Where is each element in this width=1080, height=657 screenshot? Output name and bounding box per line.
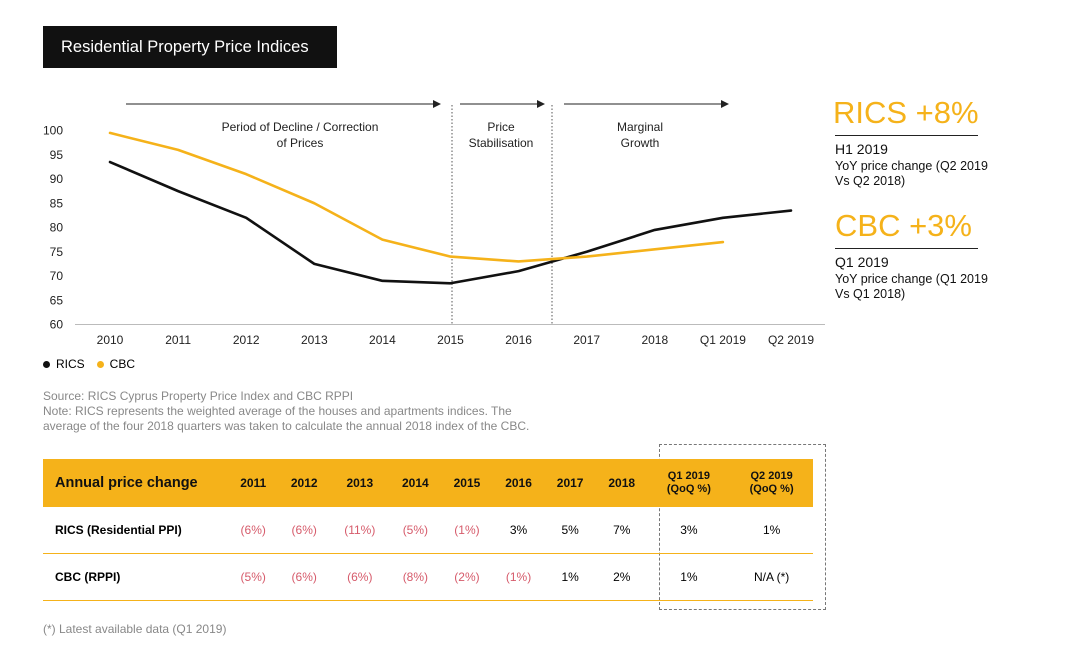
footnote: (*) Latest available data (Q1 2019) (43, 622, 227, 636)
table-cell: (5%) (228, 553, 279, 601)
table-cell: (6%) (278, 507, 331, 554)
y-tick-label: 75 (50, 245, 64, 259)
col-header: 2017 (556, 476, 584, 490)
arrow-head-icon (537, 100, 545, 108)
col-header: 2011 (240, 476, 267, 490)
x-tick-label: 2010 (97, 333, 124, 347)
rics-headline: RICS +8% (833, 95, 979, 130)
col-header-q1: Q1 2019 (QoQ %) (648, 459, 731, 507)
x-tick-label: 2014 (369, 333, 396, 347)
rics-description: YoY price change (Q2 2019 Vs Q2 2018) (835, 159, 988, 188)
cbc-headline: CBC +3% (835, 208, 972, 243)
period-label-line1: Price (487, 120, 515, 134)
y-tick-label: 70 (50, 269, 64, 283)
col-header: 2013 (346, 476, 374, 490)
chart-legend: RICS CBC (43, 357, 141, 371)
x-tick-label: 2011 (165, 333, 191, 347)
y-tick-label: 95 (50, 148, 64, 162)
q2-header-line2: (QoQ %) (749, 483, 794, 495)
legend-label-rics: RICS (56, 357, 85, 371)
table-cell: N/A (*) (730, 553, 813, 601)
cbc-dot-icon (96, 360, 104, 368)
price-index-line-chart: 60 65 70 75 80 85 90 95 100 2010 2011 2012 2013 2014 2… (43, 100, 825, 347)
table-cell: 5% (544, 507, 596, 554)
legend-label-cbc: CBC (109, 357, 136, 371)
legend-item-cbc: CBC (96, 357, 136, 371)
y-tick-label: 60 (50, 318, 64, 332)
period-label-line1: Marginal (617, 120, 663, 134)
q1-header-line2: (QoQ %) (666, 483, 711, 495)
y-tick-label: 85 (50, 196, 64, 210)
rics-dot-icon (43, 360, 50, 368)
table-row: CBC (RPPI) (5%) (6%) (6%) (8%) (2%) (1%) 1% 2% 1%… (43, 553, 813, 601)
x-tick-label: 2015 (437, 333, 464, 347)
y-tick-label: 80 (50, 221, 64, 235)
rics-period: H1 2019 (835, 141, 888, 157)
table-cell: (11%) (330, 507, 390, 554)
period-label-line1: Period of Decline / Correction (222, 120, 379, 134)
table-cell: (6%) (330, 553, 390, 601)
annual-price-change-table: Annual price change 2011 2012 2013 2014 … (43, 459, 813, 601)
x-tick-label: 2016 (505, 333, 532, 347)
table-cell: 3% (492, 507, 545, 554)
col-header: 2014 (402, 476, 429, 490)
source-note: Source: RICS Cyprus Property Price Index… (43, 389, 354, 403)
col-header: 2018 (608, 476, 636, 490)
table-cell: (8%) (389, 553, 442, 601)
table-cell: 1% (647, 553, 731, 601)
table-cell: (1%) (441, 507, 493, 554)
y-tick-label: 100 (43, 124, 63, 138)
x-tick-label: 2012 (233, 333, 260, 347)
cbc-period: Q1 2019 (835, 254, 889, 270)
y-tick-label: 65 (50, 293, 64, 307)
cbc-divider (835, 248, 978, 249)
series-line-rics (108, 160, 793, 285)
table-cell: (6%) (228, 507, 279, 554)
col-header: 2016 (505, 476, 532, 490)
legend-item-rics: RICS (43, 357, 85, 371)
note-line-2: average of the four 2018 quarters was ta… (43, 419, 530, 433)
col-header: 2012 (290, 476, 318, 490)
period-label-line2: of Prices (277, 136, 324, 150)
col-header: 2015 (453, 476, 481, 490)
chart-notes: Source: RICS Cyprus Property Price Index… (43, 389, 643, 434)
table-cell: (5%) (389, 507, 442, 554)
arrow-head-icon (433, 100, 441, 108)
table-header-label: Annual price change (55, 475, 198, 491)
row-label: CBC (RPPI) (43, 553, 228, 601)
table-cell: 1% (730, 507, 813, 554)
table-cell: 1% (544, 553, 596, 601)
table-cell: (1%) (492, 553, 545, 601)
row-label: RICS (Residential PPI) (43, 507, 228, 554)
x-tick-label: 2017 (573, 333, 600, 347)
y-tick-label: 90 (50, 172, 64, 186)
table-cell: (6%) (278, 553, 331, 601)
period-label-line2: Growth (621, 136, 660, 150)
table-cell: 3% (647, 507, 731, 554)
table-cell: 7% (595, 507, 648, 554)
table-cell: (2%) (441, 553, 493, 601)
q2-header-line1: Q2 2019 (750, 470, 793, 482)
col-header-q2: Q2 2019 (QoQ %) (730, 459, 813, 507)
note-line-1: Note: RICS represents the weighted avera… (43, 404, 512, 418)
arrow-head-icon (721, 100, 729, 108)
x-tick-label: Q1 2019 (700, 333, 746, 347)
x-tick-label: 2013 (301, 333, 328, 347)
page-title: Residential Property Price Indices (43, 26, 337, 68)
table-header-row: Annual price change 2011 2012 2013 2014 … (43, 459, 813, 507)
q1-header-line1: Q1 2019 (667, 470, 710, 482)
table-cell: 2% (595, 553, 648, 601)
x-tick-label: Q2 2019 (768, 333, 814, 347)
cbc-description: YoY price change (Q1 2019 Vs Q1 2018) (835, 272, 988, 301)
rics-divider (835, 135, 978, 136)
x-tick-label: 2018 (641, 333, 668, 347)
period-label-line2: Stabilisation (469, 136, 534, 150)
series-line-cbc (108, 131, 725, 263)
table-row: RICS (Residential PPI) (6%) (6%) (11%) (5%)(… (43, 507, 813, 554)
